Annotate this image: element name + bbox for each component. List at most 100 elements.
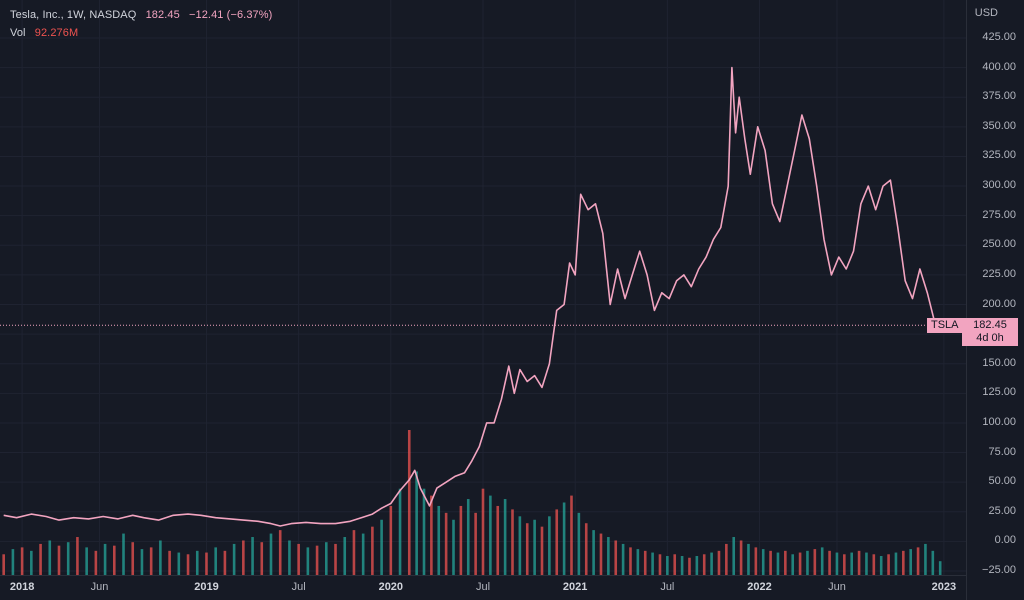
symbol-legend[interactable]: Tesla, Inc., 1W, NASDAQ 182.45 −12.41 (−…: [10, 9, 272, 21]
volume-bar: [577, 512, 581, 575]
volume-bar: [592, 530, 595, 575]
price-tick-label: 75.00: [988, 445, 1016, 458]
volume-bar: [562, 502, 566, 575]
volume-bar: [269, 533, 273, 575]
volume-bar: [76, 537, 79, 575]
time-tick-label: 2019: [194, 581, 219, 593]
volume-bar: [452, 519, 455, 575]
volume-bar: [879, 556, 883, 575]
volume-bar: [214, 547, 217, 575]
volume-bar: [112, 545, 116, 575]
volume-bar: [518, 516, 522, 575]
volume-bar: [39, 543, 42, 575]
volume-bar: [389, 505, 393, 575]
volume-bar: [798, 552, 802, 575]
volume-bar: [242, 540, 245, 575]
volume-bar: [695, 556, 699, 575]
time-tick-label: 2018: [9, 581, 35, 593]
volume-bar: [177, 552, 181, 575]
symbol-title: Tesla, Inc., 1W, NASDAQ: [10, 9, 137, 21]
volume-bar: [195, 550, 199, 575]
price-tag: 182.45 4d 0h: [962, 318, 1018, 346]
volume-bar: [820, 547, 824, 575]
volume-bar: [651, 552, 654, 575]
price-tick-label: 50.00: [988, 475, 1016, 488]
volume-bar: [776, 552, 780, 575]
volume-bar: [361, 533, 365, 575]
volume-bar: [828, 550, 831, 575]
time-tick-label: 2023: [931, 581, 957, 593]
volume-bar: [57, 545, 61, 575]
volume-bar: [894, 552, 898, 575]
time-tick-label: Jun: [90, 581, 109, 593]
volume-bar: [769, 550, 772, 575]
volume-bar: [415, 471, 418, 575]
volume-bar: [791, 554, 795, 575]
volume-bar: [717, 550, 721, 575]
volume-bar: [614, 540, 618, 575]
volume-bar: [607, 537, 610, 575]
volume-bar: [297, 543, 300, 575]
symbol-tag: TSLA: [927, 318, 963, 333]
volume-bar: [459, 505, 463, 575]
price-tag-price: 182.45: [973, 319, 1007, 331]
time-tick-label: 2022: [747, 581, 772, 593]
volume-bar: [784, 550, 787, 575]
volume-value: 92.276M: [34, 27, 79, 39]
volume-bar: [643, 550, 647, 575]
price-tick-label: 25.00: [988, 504, 1016, 517]
volume-bar: [103, 543, 107, 575]
volume-label: Vol: [10, 27, 26, 39]
volume-bar: [680, 556, 684, 575]
volume-bar: [916, 547, 920, 575]
volume-bar: [584, 523, 588, 575]
volume-bar: [205, 552, 208, 575]
volume-bar: [496, 505, 500, 575]
time-scale-divider: [0, 575, 966, 576]
currency-label[interactable]: USD: [974, 7, 998, 19]
volume-bar: [30, 550, 33, 575]
volume-bar: [732, 537, 736, 575]
volume-bar: [540, 526, 544, 575]
volume-bar: [843, 554, 846, 575]
volume-bar: [533, 519, 536, 575]
volume-bar: [835, 552, 839, 575]
volume-bar: [2, 554, 5, 575]
volume-legend[interactable]: Vol 92.276M: [10, 27, 78, 39]
volume-bar: [334, 543, 337, 575]
volume-bar: [251, 537, 254, 575]
price-tick-label: 375.00: [982, 90, 1016, 103]
volume-bar: [260, 542, 264, 575]
volume-bar: [437, 505, 441, 575]
last-price-value: 182.45: [145, 9, 180, 21]
price-tick-label: 325.00: [982, 149, 1016, 162]
volume-bar: [140, 549, 144, 575]
time-tick-label: Jul: [291, 581, 306, 593]
price-tick-label: 125.00: [982, 386, 1016, 399]
volume-bar: [887, 554, 890, 575]
price-tick-label: 350.00: [982, 119, 1016, 132]
price-tick-label: 200.00: [982, 297, 1016, 310]
price-tick-label: 275.00: [982, 208, 1016, 221]
volume-bars: [2, 430, 942, 575]
volume-bar: [902, 550, 905, 575]
volume-bar: [666, 556, 669, 575]
volume-bar: [380, 519, 383, 575]
price-tick-label: 300.00: [982, 179, 1016, 192]
volume-bar: [599, 533, 603, 575]
volume-bar: [85, 547, 88, 575]
volume-bar: [11, 549, 15, 575]
volume-bar: [710, 552, 713, 575]
volume-bar: [924, 543, 927, 575]
volume-bar: [168, 550, 171, 575]
volume-bar: [629, 547, 632, 575]
volume-bar: [850, 552, 854, 575]
price-change-value: −12.41 (−6.37%): [188, 9, 273, 21]
volume-bar: [352, 530, 356, 575]
volume-bar: [131, 542, 135, 575]
volume-bar: [223, 550, 227, 575]
price-tick-label: 425.00: [982, 31, 1016, 43]
time-tick-label: Jul: [660, 581, 675, 593]
